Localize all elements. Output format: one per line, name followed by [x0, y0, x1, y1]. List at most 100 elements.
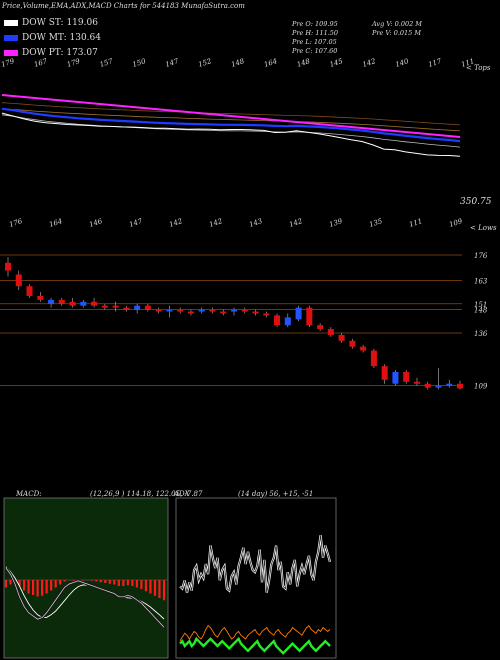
candle-body — [37, 295, 44, 300]
candle-body — [338, 334, 345, 341]
ema-mid-gray-line — [1, 114, 461, 148]
adx-label-text: ADX — [174, 490, 190, 498]
level-label: 151 — [474, 301, 487, 309]
candle-body — [187, 311, 194, 314]
candle-body — [349, 340, 356, 347]
price-ema-panel: 179 167 179 157 150 147 152 148 164 148 145 142 140 1… — [0, 57, 475, 157]
ema-long-upper-line — [1, 102, 461, 126]
macd-panel — [3, 497, 169, 659]
candle-body — [26, 286, 33, 296]
top-label: 179 — [66, 57, 82, 69]
candle-body — [403, 372, 410, 382]
level-label: 163 — [474, 277, 488, 285]
low-label: 176 — [8, 217, 24, 229]
candle-body — [413, 381, 420, 384]
candle-body — [198, 309, 205, 312]
candle-body — [134, 305, 141, 310]
legend-dow-mt: DOW MT: 130.64 — [4, 33, 102, 43]
macd-params: (12,26,9 ) 114.18, 122.05, -7.87 — [90, 490, 203, 498]
last-price-label: 350.75 — [460, 197, 492, 207]
legend-swatch-icon — [4, 19, 18, 26]
candle-body — [80, 301, 87, 306]
candle-body — [327, 329, 334, 335]
candle-body — [274, 315, 281, 326]
legend-swatch-icon — [4, 34, 18, 41]
adx-panel — [175, 497, 337, 659]
low-label: 142 — [288, 217, 304, 229]
candle-body — [424, 383, 431, 388]
tops-tag: < Tops — [466, 64, 491, 72]
ema-long-line — [1, 108, 461, 132]
macd-line — [5, 567, 165, 628]
candle-body — [295, 307, 302, 320]
candle-body — [155, 309, 162, 312]
candle-body — [446, 383, 453, 386]
stat-avg-volume: Avg V: 0.002 M — [372, 20, 422, 28]
candle-body — [15, 274, 22, 287]
low-label: 146 — [88, 217, 104, 229]
candle-body — [166, 309, 173, 312]
level-label: 109 — [474, 383, 488, 391]
low-label: 111 — [408, 217, 423, 229]
candle-body — [392, 372, 399, 384]
legend-swatch-icon — [4, 49, 18, 56]
candle-body — [48, 299, 55, 304]
candle-body — [381, 366, 388, 380]
low-label: 142 — [168, 217, 184, 229]
candle-body — [69, 301, 76, 306]
candle-body — [284, 317, 291, 326]
legend-dow-st: DOW ST: 119.06 — [4, 18, 99, 28]
candle-body — [58, 299, 65, 304]
candle-body — [231, 309, 237, 312]
candle-body — [457, 383, 463, 389]
top-label: 142 — [362, 57, 378, 69]
low-label: 135 — [368, 217, 384, 229]
ema-short-line — [1, 112, 461, 157]
candle-body — [263, 313, 270, 316]
top-label: 152 — [197, 57, 213, 69]
candle-body — [252, 311, 259, 314]
candle-body — [112, 305, 119, 308]
ema-pt-line — [1, 94, 461, 138]
legend-label: DOW MT: 130.64 — [21, 33, 102, 43]
candlestick-panel: 176 164 146 147 142 142 143 142 139 135 111 109 176 1… — [0, 217, 488, 391]
adx-line — [179, 535, 331, 593]
candle-body — [241, 309, 248, 312]
top-label: 179 — [0, 57, 16, 69]
stat-prev-high: Pre H: 111.50 — [292, 29, 339, 37]
candle-body — [306, 307, 313, 326]
adx-label: ADX — [174, 490, 190, 498]
top-label: 147 — [164, 57, 180, 69]
top-label: 145 — [329, 57, 345, 69]
top-label: 150 — [132, 57, 148, 69]
candle-body — [435, 385, 442, 388]
legend-label: DOW PT: 173.07 — [21, 48, 99, 58]
top-label: 111 — [460, 57, 475, 69]
candle-body — [220, 311, 227, 314]
candle-body — [123, 307, 130, 310]
low-label: 142 — [208, 217, 224, 229]
top-label: 157 — [99, 57, 115, 69]
chart-header: Price,Volume,EMA,ADX,MACD Charts for 544… — [2, 2, 245, 10]
candle-body — [360, 346, 367, 351]
stat-prev-close: Pre C: 107.60 — [292, 47, 338, 55]
top-label: 148 — [230, 57, 246, 69]
top-label: 167 — [33, 57, 49, 69]
low-label: 147 — [128, 217, 144, 229]
candle-body — [101, 305, 108, 308]
candle-body — [317, 325, 324, 330]
candle-body — [144, 305, 151, 310]
adx-minus-di-line — [179, 636, 331, 655]
top-label: 117 — [427, 57, 443, 69]
macd-frame — [3, 497, 169, 659]
top-label: 140 — [394, 57, 410, 69]
level-label: 136 — [474, 330, 488, 338]
legend-dow-pt: DOW PT: 173.07 — [4, 48, 99, 58]
level-label: 176 — [474, 252, 488, 260]
candle-body — [209, 309, 216, 312]
top-label: 164 — [263, 57, 278, 69]
low-label: 109 — [448, 217, 464, 229]
candle-body — [177, 309, 184, 312]
adx-params: (14 day) 56, +15, -51 — [238, 490, 314, 498]
macd-label: MACD: — [16, 490, 42, 498]
